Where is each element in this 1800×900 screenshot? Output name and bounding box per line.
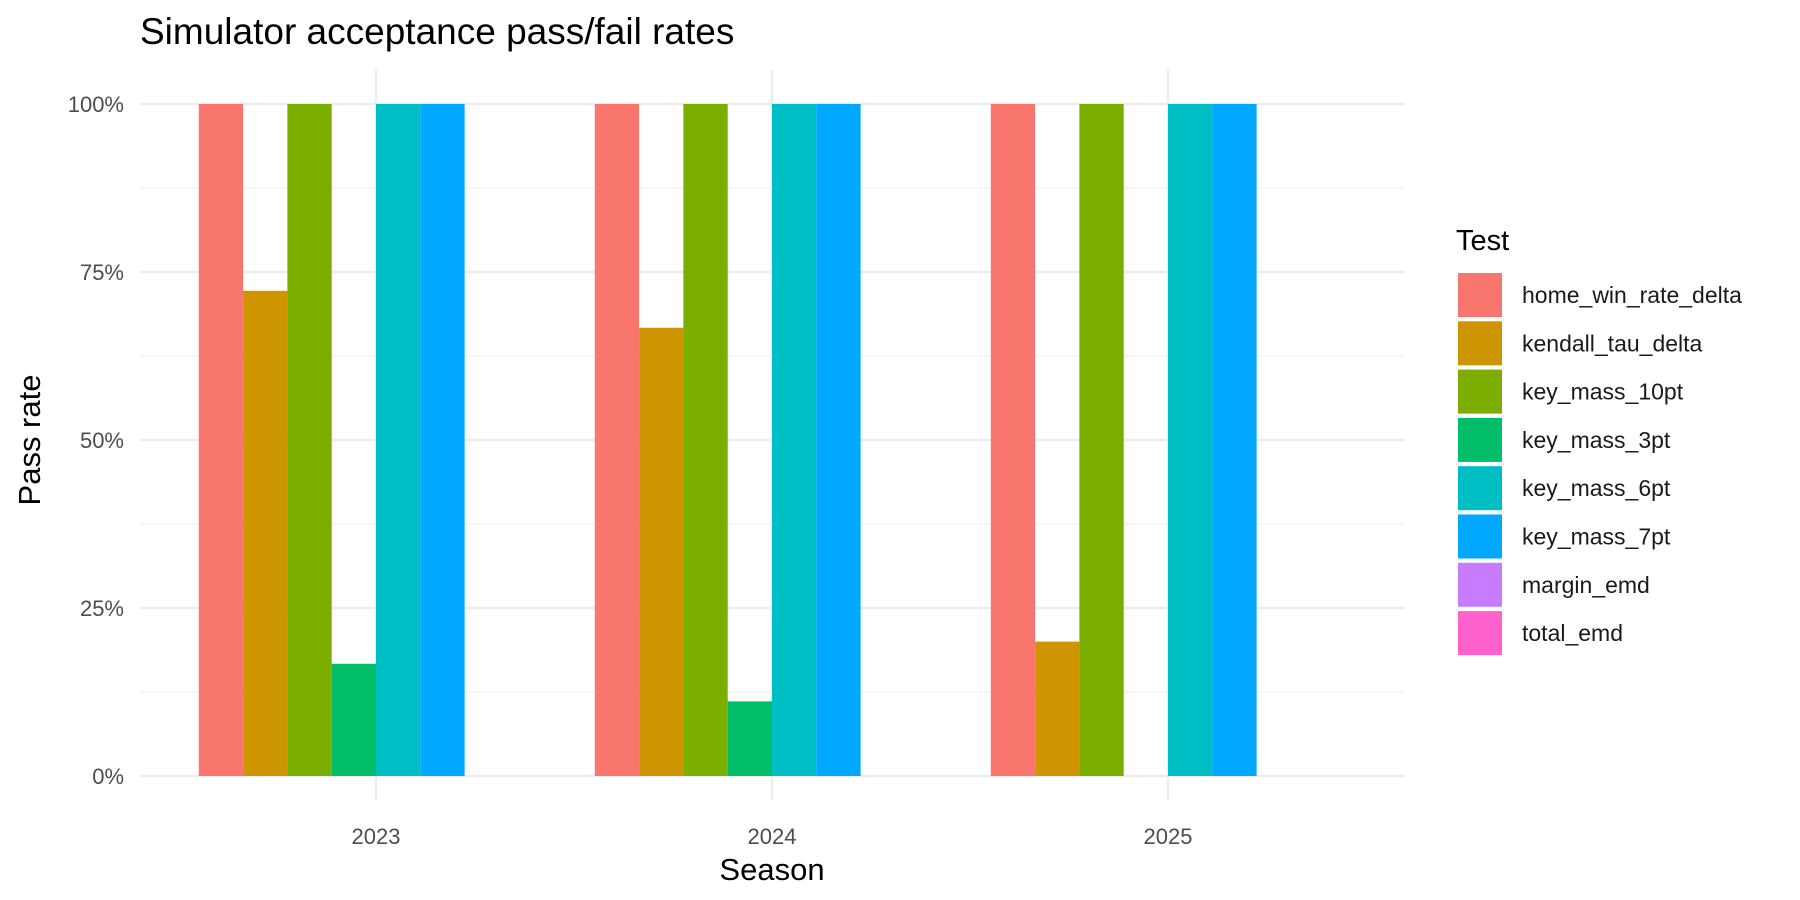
legend-swatch-total_emd	[1458, 611, 1502, 656]
legend-swatch-key_mass_6pt	[1458, 466, 1502, 511]
bar-key_mass_7pt-2025	[1212, 104, 1257, 776]
legend-swatch-margin_emd	[1458, 562, 1502, 607]
y-tick-label: 50%	[80, 428, 124, 453]
x-axis-title: Season	[719, 852, 824, 887]
bar-home_win_rate_delta-2023	[198, 104, 244, 776]
bar-home_win_rate_delta-2024	[594, 104, 640, 776]
legend: Test home_win_rate_delta kendall_tau_delt…	[1456, 225, 1742, 656]
legend-label-key_mass_7pt: key_mass_7pt	[1522, 524, 1671, 550]
legend-title: Test	[1456, 225, 1509, 257]
y-tick-label: 100%	[68, 92, 124, 117]
legend-label-total_emd: total_emd	[1522, 620, 1623, 646]
x-tick-label: 2025	[1144, 824, 1193, 849]
y-tick-label: 0%	[92, 764, 124, 789]
legend-label-kendall_tau_delta: kendall_tau_delta	[1522, 330, 1703, 356]
legend-swatch-key_mass_7pt	[1458, 514, 1502, 559]
x-axis-ticks: 2023 2024 2025	[352, 824, 1193, 849]
bar-key_mass_7pt-2023	[420, 104, 465, 776]
bar-kendall_tau_delta-2025	[1035, 641, 1080, 776]
legend-label-key_mass_6pt: key_mass_6pt	[1522, 475, 1671, 501]
bar-kendall_tau_delta-2024	[639, 327, 684, 776]
bar-key_mass_3pt-2023	[331, 663, 376, 776]
legend-swatch-home_win_rate_delta	[1458, 273, 1502, 317]
legend-label-key_mass_3pt: key_mass_3pt	[1522, 427, 1671, 453]
bar-key_mass_10pt-2023	[287, 104, 332, 776]
bar-key_mass_6pt-2024	[772, 104, 817, 776]
legend-swatch-kendall_tau_delta	[1458, 321, 1502, 366]
bar-key_mass_7pt-2024	[816, 104, 861, 776]
bar-key_mass_3pt-2024	[727, 701, 772, 776]
legend-swatch-key_mass_10pt	[1458, 369, 1502, 414]
bar-home_win_rate_delta-2025	[990, 104, 1036, 776]
bar-key_mass_6pt-2023	[376, 104, 421, 776]
x-tick-label: 2023	[352, 824, 401, 849]
chart-title: Simulator acceptance pass/fail rates	[140, 11, 734, 52]
legend-label-key_mass_10pt: key_mass_10pt	[1522, 379, 1684, 405]
y-tick-label: 25%	[80, 596, 124, 621]
bar-kendall_tau_delta-2023	[243, 290, 288, 776]
x-tick-label: 2024	[748, 824, 797, 849]
legend-swatch-key_mass_3pt	[1458, 417, 1502, 462]
bar-key_mass_10pt-2024	[683, 104, 728, 776]
bars-layer	[198, 104, 1257, 776]
bar-key_mass_10pt-2025	[1079, 104, 1124, 776]
bar-key_mass_6pt-2025	[1168, 104, 1213, 776]
legend-label-margin_emd: margin_emd	[1522, 572, 1650, 598]
legend-label-home_win_rate_delta: home_win_rate_delta	[1522, 282, 1742, 308]
y-tick-label: 75%	[80, 260, 124, 285]
y-axis-title: Pass rate	[12, 375, 47, 506]
y-axis-ticks: 0% 25% 50% 75% 100%	[68, 92, 124, 789]
